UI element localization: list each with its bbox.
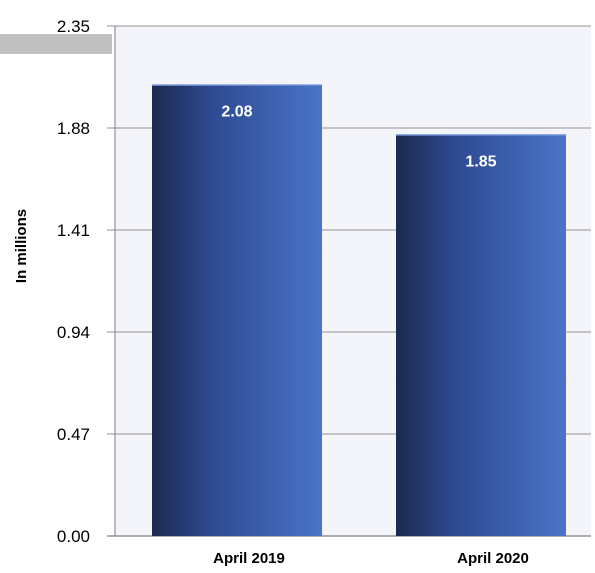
data-labels: 2.08 1.85 (221, 104, 496, 171)
bar-april-2019 (152, 84, 322, 537)
bar-april-2020 (396, 134, 566, 537)
x-tick-labels: April 2019 April 2020 (213, 550, 529, 567)
data-label: 2.08 (221, 104, 252, 121)
y-tick-label: 0.00 (57, 527, 90, 546)
y-axis-title: In millions (13, 209, 30, 283)
y-tick-label: 2.35 (57, 17, 90, 36)
x-tick-label: April 2020 (457, 550, 529, 567)
y-tick-label: 0.94 (57, 323, 90, 342)
x-tick-label: April 2019 (213, 550, 285, 567)
y-tick-labels: 0.00 0.47 0.94 1.41 1.88 2.35 (57, 17, 90, 546)
data-label: 1.85 (465, 154, 496, 171)
y-tick-label: 0.47 (57, 425, 90, 444)
header-band (0, 34, 112, 54)
y-tick-label: 1.41 (57, 221, 90, 240)
y-tick-label: 1.88 (57, 119, 90, 138)
bars (152, 84, 566, 537)
